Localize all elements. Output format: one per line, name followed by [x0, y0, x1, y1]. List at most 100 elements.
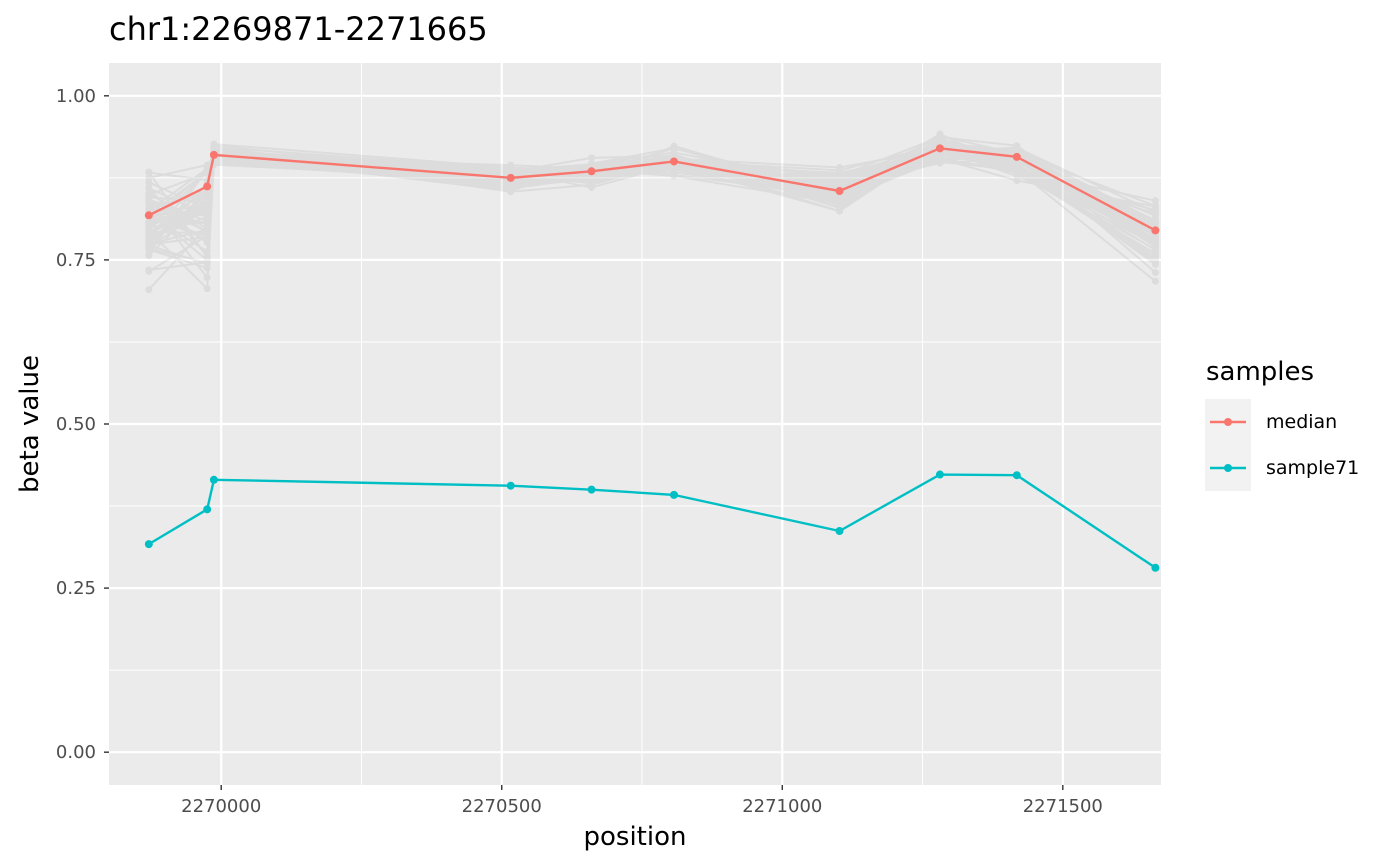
background-sample-point: [1151, 202, 1159, 210]
background-sample-line: [148, 146, 1156, 258]
chart-title: chr1:2269871-2271665: [109, 10, 488, 48]
background-sample-line: [148, 141, 1157, 264]
background-sample-point: [588, 154, 596, 162]
background-sample-point: [588, 161, 596, 169]
background-sample-point: [836, 196, 844, 204]
series-point-median: [506, 173, 515, 182]
background-sample-point: [203, 233, 211, 241]
background-sample-point: [203, 198, 211, 206]
background-sample-point: [1151, 212, 1159, 220]
background-sample-point: [670, 172, 678, 180]
background-sample-point: [1151, 206, 1159, 214]
background-sample-point: [588, 178, 596, 186]
background-sample-point: [507, 166, 515, 174]
series-point-median: [669, 157, 678, 166]
background-sample-point: [507, 164, 515, 172]
background-sample-point: [588, 176, 596, 184]
series-point-sample71: [203, 505, 212, 514]
background-sample-point: [203, 203, 211, 211]
background-sample-point: [836, 200, 844, 208]
background-sample-point: [203, 210, 211, 218]
background-sample-point: [836, 197, 844, 205]
background-sample-point: [507, 166, 515, 174]
background-sample-point: [145, 195, 153, 203]
background-sample-point: [145, 168, 153, 176]
legend-title: samples: [1206, 357, 1314, 387]
background-sample-point: [836, 207, 844, 215]
background-sample-point: [1013, 163, 1021, 171]
background-sample-point: [588, 175, 596, 183]
x-tick-label: 2270000: [181, 796, 261, 817]
background-sample-point: [936, 130, 944, 138]
background-sample-point: [1151, 241, 1159, 249]
background-sample-point: [936, 134, 944, 142]
background-sample-point: [836, 177, 844, 185]
background-sample-point: [1013, 143, 1021, 151]
background-sample-point: [836, 193, 844, 201]
background-sample-point: [507, 167, 515, 175]
background-sample-point: [1013, 146, 1021, 154]
background-sample-point: [210, 143, 218, 151]
background-sample-point: [1013, 165, 1021, 173]
background-sample-point: [145, 238, 153, 246]
background-sample-line: [148, 143, 1156, 255]
background-sample-line: [148, 151, 1156, 270]
background-sample-line: [148, 137, 1156, 234]
background-sample-point: [836, 163, 844, 171]
background-sample-point: [588, 176, 596, 184]
background-sample-point: [670, 142, 678, 150]
x-tick-label: 2271500: [1023, 796, 1103, 817]
background-sample-point: [936, 136, 944, 144]
background-sample-point: [836, 196, 844, 204]
background-sample-point: [1151, 256, 1159, 264]
background-sample-point: [1151, 241, 1159, 249]
background-sample-point: [936, 155, 944, 163]
background-sample-point: [936, 155, 944, 163]
series-point-sample71: [669, 490, 678, 499]
background-sample-point: [507, 181, 515, 189]
background-sample-point: [210, 144, 218, 152]
background-sample-point: [145, 241, 153, 249]
background-sample-point: [507, 167, 515, 175]
background-sample-point: [1151, 208, 1159, 216]
background-sample-point: [203, 264, 211, 272]
background-sample-point: [836, 175, 844, 183]
series-point-median: [835, 186, 844, 195]
background-sample-point: [203, 274, 211, 282]
background-sample-point: [145, 224, 153, 232]
background-sample-line: [148, 157, 1156, 291]
background-sample-point: [670, 163, 678, 171]
background-sample-point: [1013, 160, 1021, 168]
background-sample-point: [1013, 172, 1021, 180]
background-sample-point: [1013, 163, 1021, 171]
background-sample-point: [936, 139, 944, 147]
background-sample-point: [588, 160, 596, 168]
background-sample-point: [145, 197, 153, 205]
background-sample-point: [507, 185, 515, 193]
background-sample-point: [507, 187, 515, 195]
x-axis-title: position: [584, 822, 687, 852]
background-sample-point: [507, 180, 515, 188]
background-sample-point: [1151, 258, 1159, 266]
background-sample-point: [203, 235, 211, 243]
background-sample-point: [936, 159, 944, 167]
background-sample-point: [936, 135, 944, 143]
background-sample-point: [203, 256, 211, 264]
background-sample-point: [145, 219, 153, 227]
background-sample-point: [836, 181, 844, 189]
background-sample-point: [936, 136, 944, 144]
legend-key-point-sample71: [1224, 464, 1232, 472]
background-sample-point: [936, 155, 944, 163]
background-sample-point: [203, 229, 211, 237]
background-sample-point: [836, 174, 844, 182]
background-sample-point: [1151, 236, 1159, 244]
background-sample-point: [1151, 232, 1159, 240]
background-sample-point: [145, 199, 153, 207]
background-sample-point: [588, 179, 596, 187]
background-sample-point: [936, 158, 944, 166]
background-sample-point: [507, 183, 515, 191]
background-sample-point: [1013, 169, 1021, 177]
background-sample-point: [145, 224, 153, 232]
background-sample-point: [1151, 256, 1159, 264]
background-sample-point: [203, 226, 211, 234]
